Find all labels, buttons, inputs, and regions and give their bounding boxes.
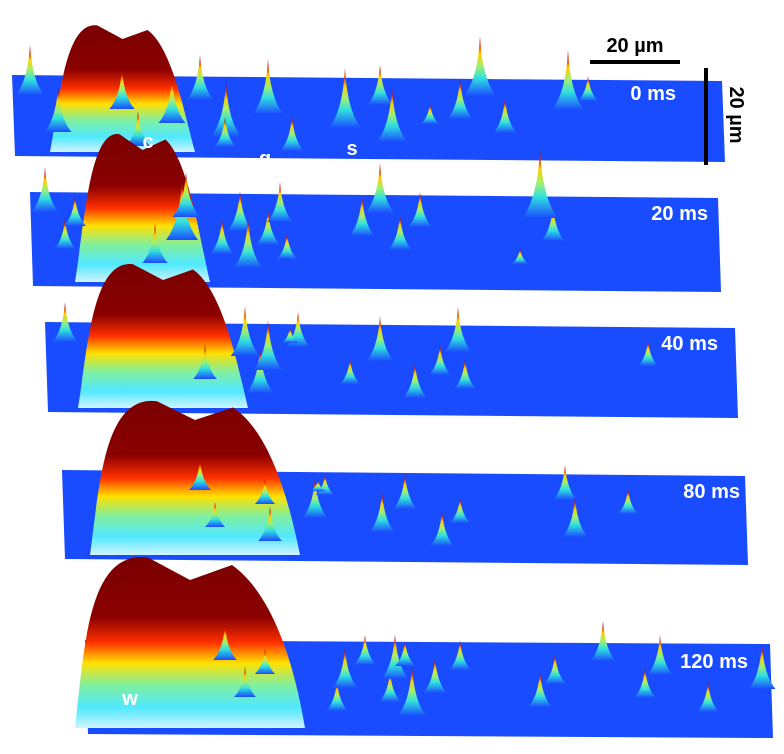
marker-label: q	[259, 148, 271, 170]
peak	[553, 465, 577, 500]
peak	[256, 210, 280, 245]
peak	[388, 215, 412, 250]
peak	[367, 65, 393, 105]
peak	[172, 172, 200, 217]
peak	[617, 489, 639, 514]
peak	[511, 249, 529, 264]
marker-label: w	[121, 688, 138, 710]
peak-cluster	[75, 134, 210, 282]
peak	[423, 658, 447, 693]
peak	[577, 76, 599, 101]
peak	[254, 649, 276, 674]
peak	[186, 55, 214, 100]
peak	[403, 363, 427, 398]
peak	[281, 328, 299, 343]
peak	[541, 206, 565, 241]
peak	[254, 479, 276, 504]
peak	[326, 681, 348, 711]
marker-label: c	[142, 131, 153, 153]
peak	[234, 667, 256, 697]
peak	[634, 668, 656, 698]
time-label: 0 ms	[630, 83, 676, 105]
peak	[366, 316, 394, 361]
peak	[430, 511, 454, 546]
peak	[302, 478, 328, 518]
peak	[697, 682, 719, 712]
peak	[369, 492, 395, 532]
peak-cluster	[75, 557, 305, 728]
peak	[394, 641, 416, 666]
peak	[253, 320, 283, 370]
peak	[447, 79, 473, 119]
peak	[52, 302, 78, 342]
panels	[12, 25, 776, 738]
peak	[210, 82, 242, 137]
scale-label: 20 µm	[725, 86, 747, 143]
time-label: 40 ms	[661, 333, 718, 355]
peak	[379, 672, 401, 702]
peak	[449, 640, 471, 670]
peak	[204, 502, 226, 527]
peak	[590, 621, 616, 661]
peak	[210, 219, 234, 254]
peak	[230, 306, 260, 356]
peak	[15, 45, 45, 95]
peak	[31, 167, 59, 212]
peak	[227, 191, 253, 231]
peak	[339, 359, 361, 384]
peak	[748, 644, 776, 689]
peak	[552, 50, 584, 110]
peak	[397, 666, 427, 716]
peak	[267, 182, 293, 222]
peak	[280, 116, 304, 151]
peak	[126, 111, 150, 146]
peak	[429, 345, 451, 375]
peak	[54, 219, 76, 249]
peak	[276, 234, 298, 259]
peak	[376, 87, 408, 142]
peak	[354, 635, 376, 665]
scale-label: 20 µm	[606, 35, 663, 57]
peak	[310, 481, 326, 491]
peak	[329, 68, 361, 128]
peak	[365, 163, 395, 213]
peak	[444, 307, 472, 352]
peak	[449, 498, 471, 523]
time-label: 20 ms	[651, 203, 708, 225]
peak	[246, 348, 274, 393]
peak	[332, 648, 358, 688]
peak	[193, 344, 217, 379]
marker-label: s	[346, 138, 357, 160]
peak-cluster	[90, 400, 300, 555]
time-label: 120 ms	[680, 651, 748, 673]
peak	[233, 218, 263, 268]
peak	[349, 196, 375, 236]
peak	[158, 78, 186, 123]
peak	[528, 672, 552, 707]
peak	[44, 87, 72, 132]
peak	[258, 506, 282, 541]
peak	[64, 196, 86, 226]
peak	[214, 117, 236, 147]
peak	[522, 148, 558, 218]
peak	[647, 635, 673, 675]
peak	[408, 192, 432, 227]
peak	[381, 634, 409, 679]
peak	[493, 98, 517, 133]
peak	[544, 654, 566, 684]
peak	[189, 460, 211, 490]
peak	[464, 36, 496, 96]
peak	[109, 69, 135, 109]
peak	[393, 474, 417, 509]
peak	[420, 104, 440, 124]
peak	[562, 497, 588, 537]
peak	[454, 359, 476, 389]
peak	[637, 341, 659, 366]
peak	[142, 223, 168, 263]
peak	[252, 59, 284, 114]
peak	[213, 625, 237, 660]
time-label: 80 ms	[683, 481, 740, 503]
